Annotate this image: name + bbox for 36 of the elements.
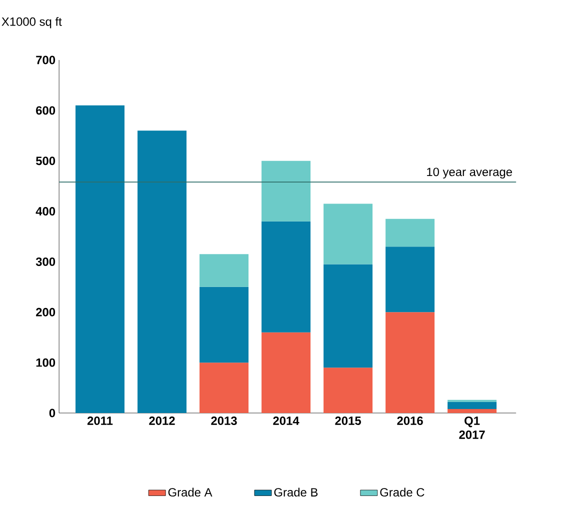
y-tick-label: 500 [36,156,56,166]
y-axis-title: X1000 sq ft [2,17,62,28]
y-tick-label: 0 [49,408,56,418]
bar [200,362,249,413]
x-tick-label: 2015 [335,416,361,425]
x-tick-label: 2016 [397,416,423,425]
bar [324,368,373,413]
bar [386,218,435,247]
bar [76,105,124,413]
y-tick-label: 200 [36,308,56,316]
bar [448,402,497,409]
bar [200,286,249,363]
y-tick-label: 400 [36,207,56,216]
y-tick-label: 700 [36,56,56,64]
bar [262,160,311,222]
x-tick-label: Q1 2017 [459,416,485,439]
bar [324,204,373,264]
legend-label: Grade B [274,488,318,497]
bar [386,312,435,413]
ref-line-label: 10 year average [427,168,512,179]
bar [200,254,249,287]
x-tick-label: 2014 [273,416,300,425]
bar [448,408,497,413]
bar [262,332,311,413]
bar [262,221,311,332]
legend-label: Grade A [168,488,212,497]
y-tick-label: 600 [36,106,56,115]
bar [324,264,373,368]
x-tick-label: 2011 [87,416,113,425]
x-tick-label: 2013 [211,416,237,426]
y-tick-label: 100 [36,358,56,367]
x-tick-label: 2012 [149,416,175,425]
legend-label: Grade C [380,488,424,497]
bar [386,246,435,312]
bar [138,130,187,413]
y-tick-label: 300 [36,257,56,266]
